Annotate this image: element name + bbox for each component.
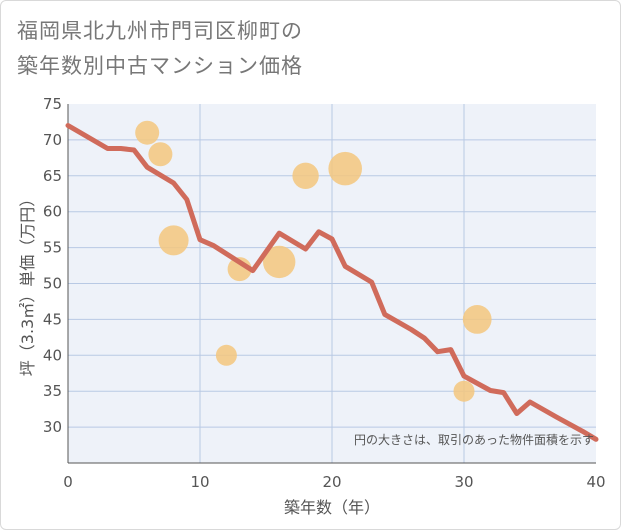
y-tick-label: 55 — [43, 239, 62, 257]
bubble-point — [135, 120, 160, 145]
bubble-point — [453, 380, 475, 402]
bubble-point — [263, 245, 296, 279]
x-tick-label: 30 — [454, 473, 473, 491]
y-tick-label: 75 — [43, 95, 62, 113]
bubble-point — [462, 305, 492, 334]
y-tick-label: 45 — [43, 310, 62, 328]
axes: 30 35 40 45 50 55 60 65 70 75 0 10 20 30 40 — [43, 95, 606, 491]
bubble-point — [148, 142, 173, 167]
x-tick-label: 0 — [63, 473, 73, 491]
bubble-series — [135, 120, 492, 402]
y-tick-label: 40 — [43, 346, 62, 364]
bubble-point — [328, 151, 363, 186]
x-tick-label: 10 — [190, 473, 209, 491]
chart-title-line1: 福岡県北九州市門司区柳町の — [17, 19, 303, 43]
chart-title-line2: 築年数別中古マンション価格 — [17, 54, 303, 78]
price-trend-line — [65, 123, 599, 442]
y-tick-label: 30 — [43, 418, 62, 436]
chart-note: 円の大きさは、取引のあった物件面積を示す — [354, 432, 594, 447]
bubble-point — [215, 344, 237, 366]
y-tick-label: 35 — [43, 382, 62, 400]
line-series — [65, 123, 599, 442]
x-axis-label: 築年数（年） — [284, 498, 380, 517]
x-tick-label: 20 — [322, 473, 341, 491]
y-axis-label: 坪（3.3㎡）単価（万円） — [18, 191, 37, 376]
bubble-point — [158, 225, 189, 256]
bubble-point — [292, 162, 319, 189]
chart-title: 福岡県北九州市門司区柳町の 築年数別中古マンション価格 — [17, 14, 303, 84]
y-tick-label: 50 — [43, 275, 62, 293]
y-tick-label: 70 — [43, 131, 62, 149]
y-tick-label: 60 — [43, 203, 62, 221]
x-tick-label: 40 — [586, 473, 605, 491]
y-tick-label: 65 — [43, 167, 62, 185]
